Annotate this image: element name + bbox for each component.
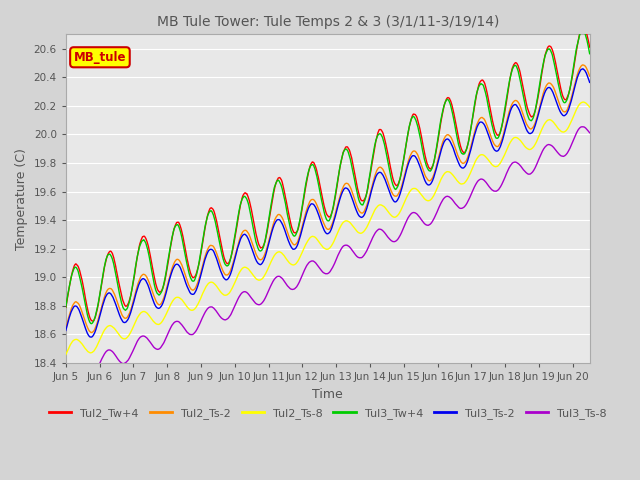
X-axis label: Time: Time	[312, 388, 343, 401]
Legend: Tul2_Tw+4, Tul2_Ts-2, Tul2_Ts-8, Tul3_Tw+4, Tul3_Ts-2, Tul3_Ts-8: Tul2_Tw+4, Tul2_Ts-2, Tul2_Ts-8, Tul3_Tw…	[44, 403, 611, 423]
Y-axis label: Temperature (C): Temperature (C)	[15, 148, 28, 250]
Title: MB Tule Tower: Tule Temps 2 & 3 (3/1/11-3/19/14): MB Tule Tower: Tule Temps 2 & 3 (3/1/11-…	[157, 15, 499, 29]
Text: MB_tule: MB_tule	[74, 51, 126, 64]
